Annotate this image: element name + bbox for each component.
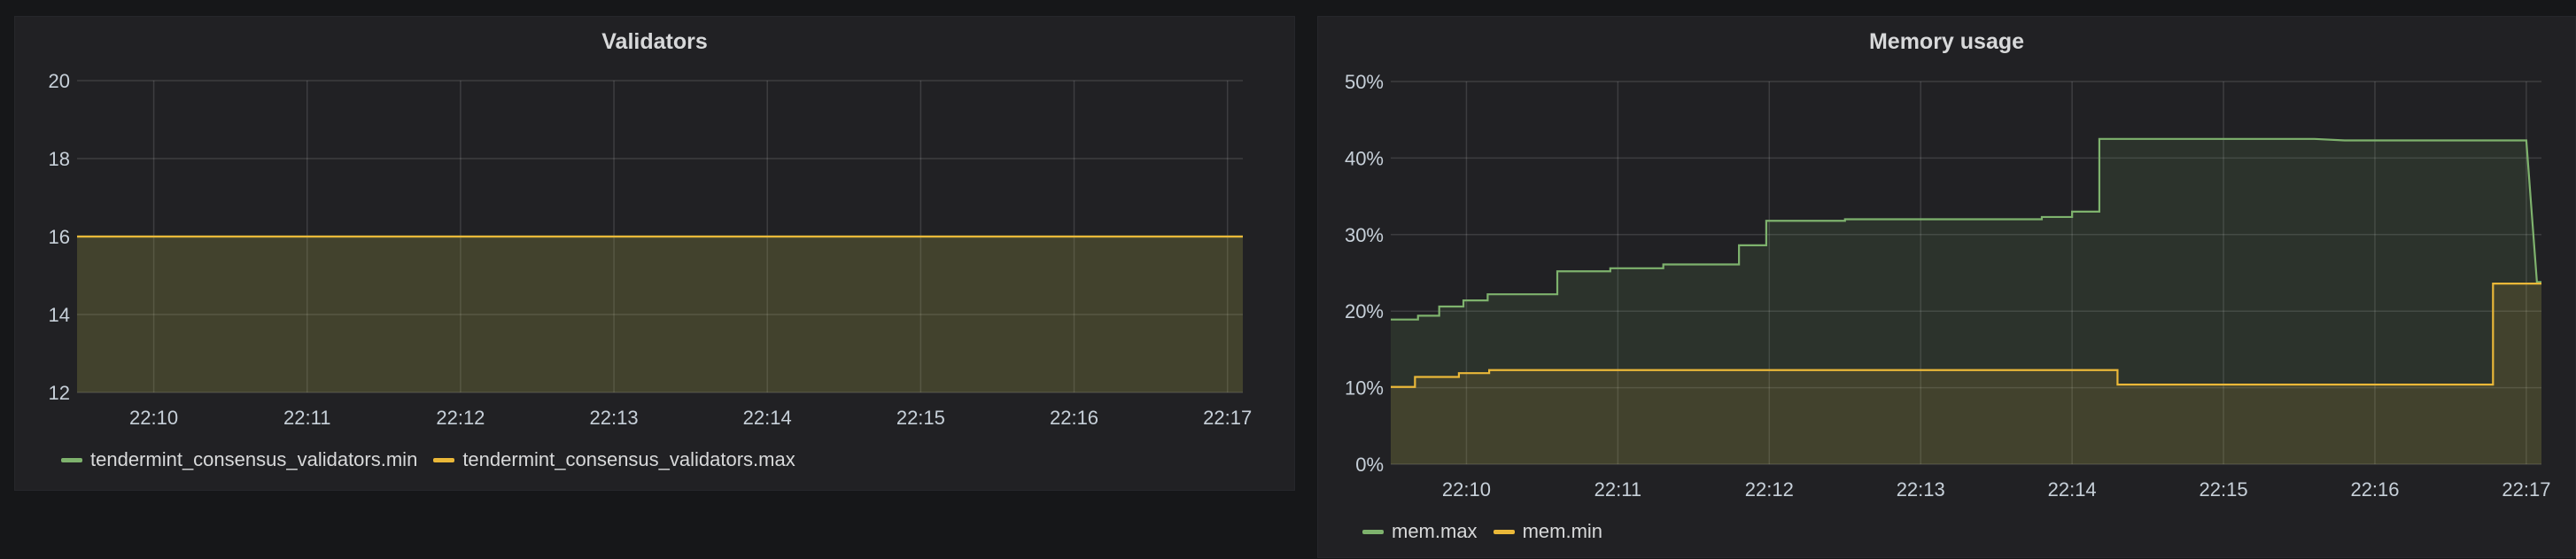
x-tick-label: 22:17 [2502, 478, 2550, 501]
x-tick-label: 22:10 [1442, 478, 1491, 501]
x-tick-label: 22:12 [1745, 478, 1794, 501]
y-tick-label: 10% [1345, 377, 1384, 400]
x-tick-label: 22:16 [1050, 407, 1098, 429]
legend-item-mem-max[interactable]: mem.max [1362, 520, 1478, 543]
legend-item-validators-max[interactable]: tendermint_consensus_validators.max [433, 448, 795, 471]
x-tick-label: 22:13 [590, 407, 639, 429]
y-tick-label: 20 [49, 70, 70, 92]
series-area-tendermint-consensus-validators-min [77, 237, 1243, 392]
x-tick-label: 22:11 [1594, 478, 1641, 501]
legend-label: mem.min [1522, 520, 1603, 542]
x-tick-label: 22:13 [1897, 478, 1945, 501]
validators-chart: 20 18 16 14 12 22:10 22:11 22:12 22:13 22:14 22:15… [49, 70, 1253, 429]
legend-label: tendermint_consensus_validators.min [90, 448, 418, 470]
y-tick-label: 12 [49, 382, 70, 404]
x-tick-label: 22:14 [743, 407, 792, 429]
legend-item-mem-min[interactable]: mem.min [1493, 520, 1603, 543]
memory-usage-panel: Memory usage 50% 40% 30% 20% 10% 0% 22:10 22:11… [1317, 16, 2576, 558]
x-tick-label: 22:12 [436, 407, 485, 429]
series-area-mem-max [1391, 138, 2541, 465]
legend: tendermint_consensus_validators.min tend… [61, 448, 811, 471]
y-tick-label: 40% [1345, 147, 1384, 169]
y-tick-label: 18 [49, 148, 70, 170]
y-tick-label: 16 [49, 226, 70, 248]
legend-item-validators-min[interactable]: tendermint_consensus_validators.min [61, 448, 417, 471]
validators-panel: Validators 20 18 16 14 12 22:10 22:11 22:12 22:1… [14, 16, 1295, 491]
x-tick-label: 22:11 [283, 407, 330, 429]
series-line-mem-min[interactable] [1391, 282, 2541, 388]
legend-swatch [1362, 529, 1384, 534]
legend-swatch [433, 457, 455, 462]
series-area-mem-min [1391, 283, 2541, 464]
memory-usage-chart: 50% 40% 30% 20% 10% 0% 22:10 22:11 22:12 22:13 22:… [1345, 71, 2550, 501]
legend: mem.max mem.min [1362, 520, 1618, 543]
legend-swatch [1493, 529, 1515, 534]
legend-label: mem.max [1392, 520, 1478, 542]
x-tick-label: 22:15 [2200, 478, 2248, 501]
x-tick-label: 22:14 [2048, 478, 2097, 501]
series-area-tendermint-consensus-validators-max [77, 237, 1243, 392]
panel-title[interactable]: Memory usage [1868, 29, 2025, 54]
y-tick-label: 30% [1345, 224, 1384, 246]
y-tick-label: 0% [1355, 454, 1384, 476]
legend-swatch [61, 457, 82, 462]
legend-label: tendermint_consensus_validators.max [462, 448, 795, 470]
y-tick-label: 50% [1345, 71, 1384, 93]
series-line-mem-max[interactable] [1391, 137, 2541, 321]
x-tick-label: 22:16 [2350, 478, 2399, 501]
x-tick-label: 22:10 [129, 407, 178, 429]
y-tick-label: 20% [1345, 300, 1384, 322]
x-tick-label: 22:15 [896, 407, 945, 429]
x-tick-label: 22:17 [1203, 407, 1252, 429]
panel-title[interactable]: Validators [601, 29, 708, 54]
y-tick-label: 14 [49, 304, 70, 326]
